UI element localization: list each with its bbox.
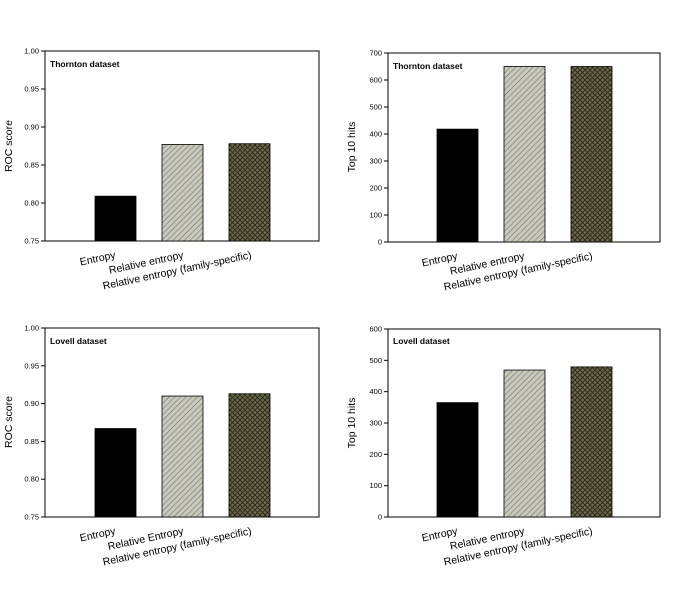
y-tick-label: 0.85 bbox=[24, 437, 39, 446]
x-tick-labels: Entropy Relative Entropy Relative entrop… bbox=[79, 525, 253, 568]
y-tick-label: 0.90 bbox=[24, 399, 39, 408]
bar-relative-entropy bbox=[503, 369, 546, 518]
bar-relative-entropy bbox=[503, 66, 546, 243]
y-tick-label: 600 bbox=[369, 76, 382, 85]
y-tick-label: 300 bbox=[369, 157, 382, 166]
chart-panel-roc-lovell: Lovell dataset ROC score 0.75 0.80 0.85 0.9… bbox=[3, 324, 320, 568]
y-tick-label: 1.00 bbox=[24, 324, 39, 333]
panel-title: Thornton dataset bbox=[50, 59, 120, 69]
x-tick-labels: Entropy Relative entropy Relative entrop… bbox=[79, 249, 253, 292]
y-tick-label: 0.80 bbox=[24, 475, 39, 484]
y-tick-label: 600 bbox=[369, 325, 382, 334]
y-tick-label: 0.95 bbox=[24, 85, 39, 94]
y-axis-title: Top 10 hits bbox=[346, 398, 358, 449]
chart-panel-hits-thornton: Thornton dataset Top 10 hits 0 100 200 300 4… bbox=[346, 49, 661, 293]
bars bbox=[94, 393, 271, 518]
y-tick-label: 0.85 bbox=[24, 161, 39, 170]
x-tick-labels: Entropy Relative entropy Relative entrop… bbox=[421, 525, 594, 568]
panel-title: Lovell dataset bbox=[393, 336, 450, 346]
bar-entropy bbox=[94, 428, 137, 518]
y-tick-label: 300 bbox=[369, 419, 382, 428]
y-ticks: 0 100 200 300 400 500 600 700 bbox=[369, 49, 388, 247]
y-tick-label: 1.00 bbox=[24, 47, 39, 56]
y-tick-label: 200 bbox=[369, 450, 382, 459]
bars bbox=[94, 143, 271, 242]
y-tick-label: 200 bbox=[369, 184, 382, 193]
y-tick-label: 0.75 bbox=[24, 513, 39, 522]
y-axis-title: Top 10 hits bbox=[346, 122, 358, 173]
y-ticks: 0.75 0.80 0.85 0.90 0.95 1.00 bbox=[24, 47, 45, 246]
y-tick-label: 400 bbox=[369, 387, 382, 396]
bar-relative-entropy-family-specific bbox=[228, 393, 271, 518]
y-tick-label: 500 bbox=[369, 103, 382, 112]
y-axis-title: ROC score bbox=[3, 396, 15, 448]
bar-relative-entropy bbox=[161, 395, 204, 518]
y-tick-label: 100 bbox=[369, 481, 382, 490]
panel-title: Thornton dataset bbox=[393, 61, 463, 71]
y-tick-label: 0.75 bbox=[24, 237, 39, 246]
y-ticks: 0.75 0.80 0.85 0.90 0.95 1.00 bbox=[24, 324, 45, 522]
y-tick-label: 0 bbox=[378, 513, 382, 522]
y-tick-label: 100 bbox=[369, 211, 382, 220]
y-tick-label: 500 bbox=[369, 356, 382, 365]
bars bbox=[436, 366, 613, 518]
y-axis-title: ROC score bbox=[3, 120, 15, 172]
y-tick-label: 0.80 bbox=[24, 199, 39, 208]
y-tick-label: 0 bbox=[378, 238, 382, 247]
y-tick-label: 0.95 bbox=[24, 361, 39, 370]
y-tick-label: 400 bbox=[369, 130, 382, 139]
bar-relative-entropy-family-specific bbox=[570, 366, 613, 518]
bar-entropy bbox=[94, 195, 137, 242]
bar-relative-entropy-family-specific bbox=[228, 143, 271, 242]
y-ticks: 0 100 200 300 400 500 600 bbox=[369, 325, 388, 522]
panel-title: Lovell dataset bbox=[50, 336, 107, 346]
chart-panel-roc-thornton: Thornton dataset ROC score 0.750.800.850… bbox=[3, 47, 320, 292]
bar-relative-entropy bbox=[161, 144, 204, 242]
y-tick-label: 0.90 bbox=[24, 123, 39, 132]
y-tick-label: 700 bbox=[369, 49, 382, 58]
chart-panel-hits-lovell: Lovell dataset Top 10 hits 0 100 200 300 400… bbox=[346, 325, 661, 568]
bars bbox=[436, 66, 613, 243]
x-tick-labels: Entropy Relative entropy Relative entrop… bbox=[421, 250, 594, 293]
bar-relative-entropy-family-specific bbox=[570, 66, 613, 243]
bar-entropy bbox=[436, 402, 479, 518]
bar-entropy bbox=[436, 128, 479, 243]
